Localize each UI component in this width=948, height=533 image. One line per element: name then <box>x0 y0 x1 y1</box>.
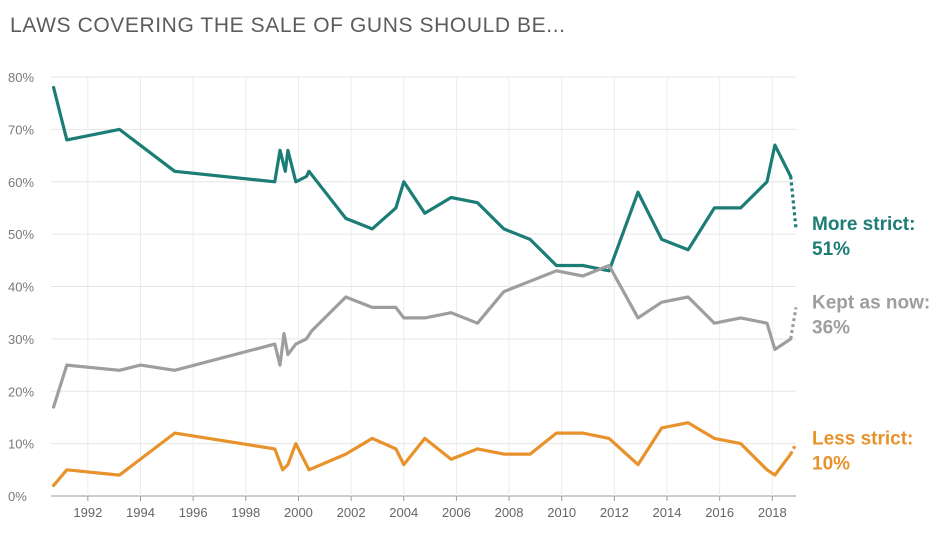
chart-title: LAWS COVERING THE SALE OF GUNS SHOULD BE… <box>10 14 566 37</box>
end-labels: More strict: 51% Kept as now: 36% Less stric… <box>812 214 930 475</box>
end-value-less-strict: 10% <box>812 454 850 475</box>
y-tick-label: 10% <box>8 437 34 452</box>
x-tick-label: 1998 <box>231 505 260 520</box>
y-tick-label: 70% <box>8 122 34 137</box>
y-axis-ticks: 0% 10% 20% 30% 40% 50% 60% 70% 80% <box>8 70 34 504</box>
series-projection-more-strict <box>789 176 798 230</box>
y-tick-label: 0% <box>8 489 27 504</box>
grid-lines <box>51 76 796 497</box>
x-tick-label: 2012 <box>600 505 629 520</box>
x-tick-label: 2014 <box>653 505 682 520</box>
x-tick-label: 2002 <box>337 505 366 520</box>
x-tick-label: 2006 <box>442 505 471 520</box>
y-tick-label: 60% <box>8 175 34 190</box>
series-line-more-strict <box>51 85 793 273</box>
series-line-less-strict <box>51 421 793 488</box>
y-tick-label: 40% <box>8 280 34 295</box>
x-tick-label: 1996 <box>179 505 208 520</box>
y-tick-label: 80% <box>8 70 34 85</box>
series-projection-kept-as-now <box>789 307 798 340</box>
x-tick-label: 2018 <box>758 505 787 520</box>
series-line-kept-as-now <box>51 263 793 409</box>
end-value-more-strict: 51% <box>812 239 850 260</box>
y-tick-label: 30% <box>8 332 34 347</box>
x-tick-label: 2000 <box>284 505 313 520</box>
x-tick-label: 2004 <box>389 505 418 520</box>
x-tick-label: 2010 <box>547 505 576 520</box>
series-projection-less-strict <box>789 442 798 455</box>
series-lines <box>51 85 798 488</box>
x-tick-label: 1994 <box>126 505 155 520</box>
y-tick-label: 50% <box>8 227 34 242</box>
end-label-kept-as-now: Kept as now: <box>812 292 930 313</box>
end-label-more-strict: More strict: <box>812 214 915 235</box>
end-value-kept-as-now: 36% <box>812 317 850 338</box>
x-tick-label: 2016 <box>705 505 734 520</box>
x-tick-label: 1992 <box>73 505 102 520</box>
y-tick-label: 20% <box>8 384 34 399</box>
x-axis-ticks: 1992 1994 1996 1998 2000 2002 2004 2006 2008 2010… <box>73 496 787 520</box>
x-tick-label: 2008 <box>495 505 524 520</box>
end-label-less-strict: Less strict: <box>812 429 913 450</box>
